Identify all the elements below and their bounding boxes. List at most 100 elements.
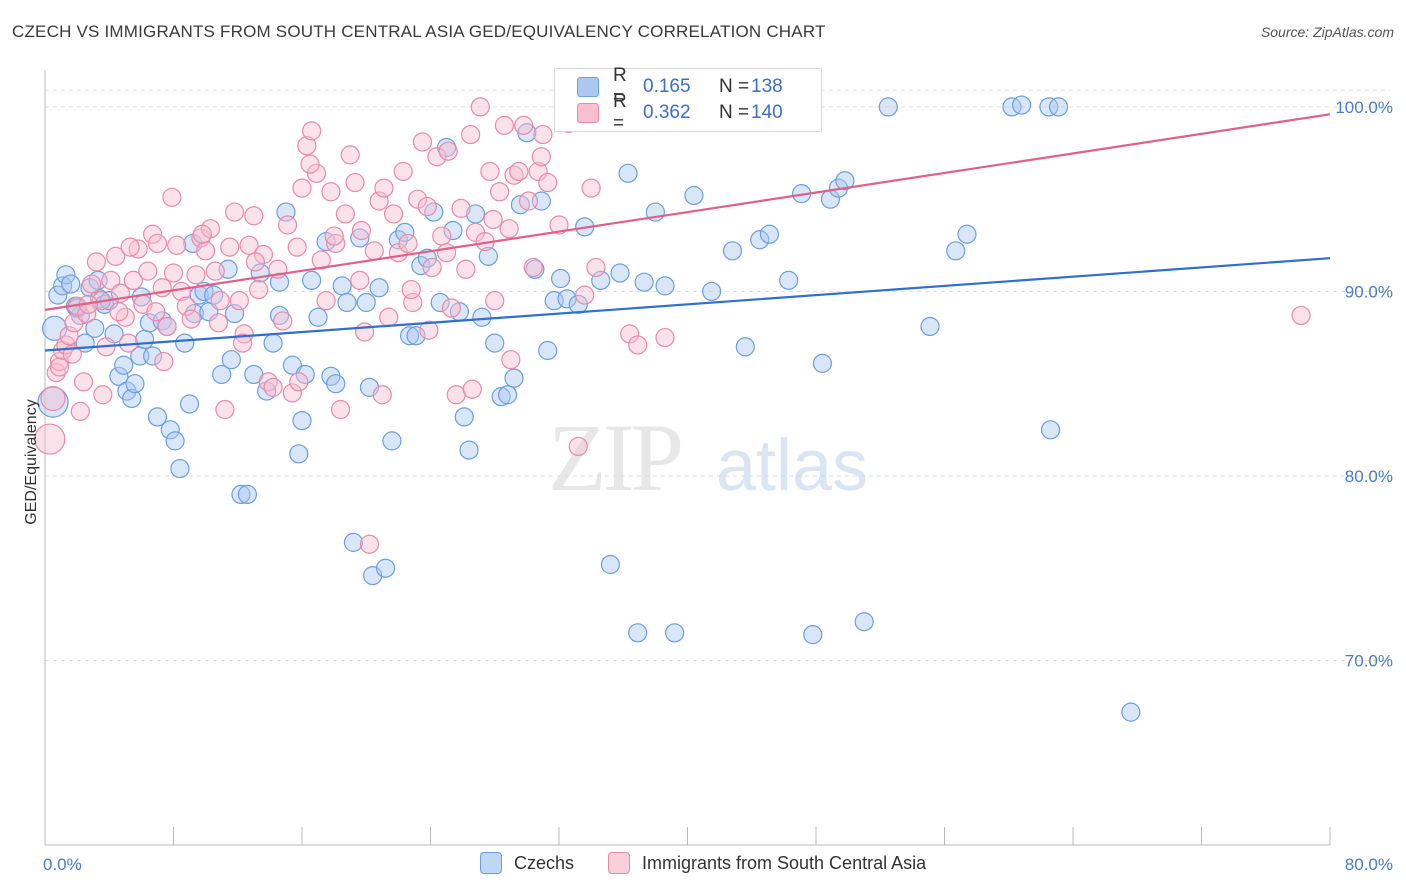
data-point-czechs xyxy=(125,374,145,394)
data-point-czechs xyxy=(443,220,463,241)
watermark-zip: ZIP xyxy=(548,404,681,511)
data-point-immigrants xyxy=(575,285,595,305)
data-point-immigrants xyxy=(533,124,553,145)
data-point-czechs xyxy=(628,623,648,643)
data-point-immigrants xyxy=(374,178,394,198)
data-point-czechs xyxy=(308,307,328,327)
data-point-czechs xyxy=(610,263,630,283)
data-point-czechs xyxy=(61,274,81,294)
data-point-czechs xyxy=(326,374,346,394)
data-point-immigrants xyxy=(147,233,168,254)
data-point-immigrants xyxy=(528,161,548,182)
data-point-czechs xyxy=(302,270,322,290)
data-point-czechs xyxy=(491,387,511,407)
data-point-immigrants xyxy=(143,224,163,244)
data-point-immigrants xyxy=(273,311,293,331)
data-point-immigrants xyxy=(330,399,351,420)
watermark-atlas: atlas xyxy=(716,426,868,506)
data-point-immigrants xyxy=(162,187,182,207)
data-point-immigrants xyxy=(446,385,466,405)
data-point-immigrants xyxy=(568,436,588,457)
legend-swatch-czechs xyxy=(577,77,599,97)
data-point-czechs xyxy=(1002,97,1022,117)
data-point-czechs xyxy=(292,410,312,431)
data-point-immigrants xyxy=(196,241,216,261)
data-point-immigrants xyxy=(345,172,365,193)
chart-title: CZECH VS IMMIGRANTS FROM SOUTH CENTRAL A… xyxy=(12,22,826,41)
data-point-immigrants xyxy=(509,161,529,182)
data-point-immigrants xyxy=(628,335,648,355)
data-point-czechs xyxy=(538,340,558,361)
data-point-czechs xyxy=(750,230,770,250)
data-point-immigrants xyxy=(379,307,399,327)
data-point-immigrants xyxy=(70,401,90,421)
data-point-immigrants xyxy=(480,161,500,182)
data-point-immigrants xyxy=(192,224,213,244)
data-point-czechs xyxy=(369,278,389,298)
data-point-immigrants xyxy=(355,322,375,342)
data-point-immigrants xyxy=(40,385,66,412)
data-point-czechs xyxy=(835,171,855,191)
data-point-immigrants xyxy=(205,261,225,281)
data-point-immigrants xyxy=(438,141,458,161)
data-point-immigrants xyxy=(86,252,107,272)
x-tick-labels: 0.0% 80.0% xyxy=(43,855,1393,874)
data-point-immigrants xyxy=(157,316,177,337)
data-point-immigrants xyxy=(494,115,514,135)
data-point-czechs xyxy=(350,228,370,248)
data-point-immigrants xyxy=(93,385,113,405)
data-point-immigrants xyxy=(282,383,302,403)
data-point-immigrants xyxy=(229,291,249,311)
data-point-immigrants xyxy=(263,377,283,397)
legend-n-value: 138 xyxy=(751,76,783,97)
data-point-czechs xyxy=(56,265,76,285)
data-point-czechs xyxy=(684,185,704,206)
data-point-immigrants xyxy=(49,357,70,377)
data-point-immigrants xyxy=(297,136,317,156)
data-point-immigrants xyxy=(224,202,245,222)
data-point-immigrants xyxy=(81,274,102,294)
data-point-immigrants xyxy=(359,534,380,554)
data-point-czechs xyxy=(48,285,68,305)
data-point-immigrants xyxy=(470,97,490,117)
data-point-czechs xyxy=(459,440,479,460)
data-point-czechs xyxy=(332,276,352,296)
data-point-immigrants xyxy=(422,257,442,278)
legend-r-label: R = xyxy=(613,65,627,108)
data-point-czechs xyxy=(478,246,498,266)
data-point-czechs xyxy=(179,394,200,414)
data-point-immigrants xyxy=(253,244,274,265)
data-point-immigrants xyxy=(620,324,640,344)
data-point-czechs xyxy=(237,484,257,505)
data-point-czechs xyxy=(375,558,396,578)
data-point-czechs xyxy=(85,318,105,338)
data-point-immigrants xyxy=(483,209,503,230)
data-point-czechs xyxy=(759,224,780,244)
data-point-czechs xyxy=(395,222,415,242)
y-axis-label: GED/Equivalency xyxy=(23,399,40,524)
data-point-immigrants xyxy=(417,196,437,217)
data-point-immigrants xyxy=(401,279,421,300)
legend-swatch-czechs xyxy=(480,852,502,874)
data-point-czechs xyxy=(53,276,73,296)
data-point-czechs xyxy=(454,407,474,427)
data-point-czechs xyxy=(165,431,185,451)
data-point-immigrants xyxy=(326,233,346,254)
data-point-immigrants xyxy=(289,372,309,392)
source-label: Source: ZipAtlas.com xyxy=(1260,24,1394,40)
legend-item-immigrants[interactable]: Immigrants from South Central Asia xyxy=(608,852,926,874)
data-point-immigrants xyxy=(1291,305,1311,326)
data-point-immigrants xyxy=(101,270,121,290)
data-point-czechs xyxy=(485,333,505,353)
data-point-czechs xyxy=(400,326,420,346)
data-point-immigrants xyxy=(120,237,140,257)
data-point-immigrants xyxy=(167,235,187,255)
data-point-immigrants xyxy=(316,291,336,311)
data-point-immigrants xyxy=(364,241,384,261)
axes xyxy=(44,70,1331,846)
data-point-immigrants xyxy=(249,279,269,300)
data-point-immigrants xyxy=(586,257,606,278)
data-point-immigrants xyxy=(419,320,439,340)
legend-item-czechs[interactable]: Czechs xyxy=(480,852,574,874)
